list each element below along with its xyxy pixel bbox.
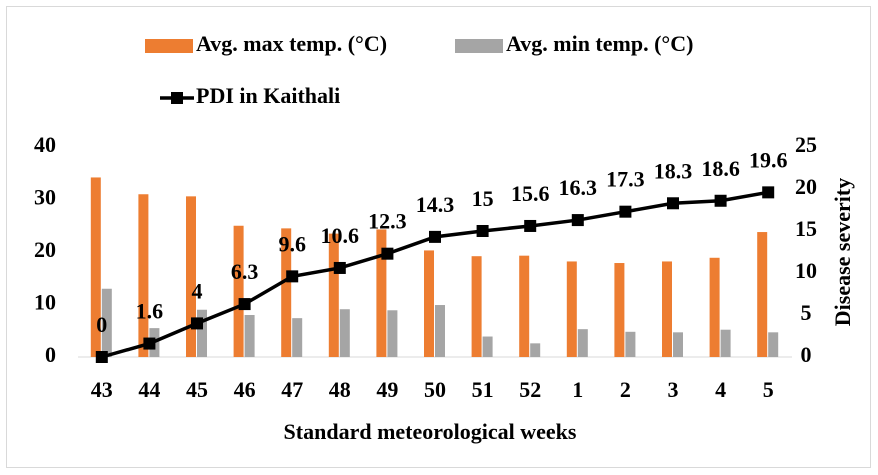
- bar: [435, 305, 445, 357]
- bar: [376, 229, 387, 357]
- bar: [90, 177, 101, 357]
- marker: [571, 214, 584, 227]
- marker: [476, 225, 489, 237]
- y-tick-label: 30: [34, 185, 56, 210]
- marker: [286, 270, 299, 283]
- x-tick-label: 2: [620, 377, 631, 402]
- bar: [519, 255, 530, 357]
- y-tick-label: 40: [34, 132, 56, 157]
- data-label: 16.3: [559, 175, 598, 200]
- x-tick-label: 49: [376, 377, 398, 402]
- marker: [95, 351, 108, 363]
- y-tick-label: 20: [34, 237, 56, 262]
- marker: [714, 194, 727, 207]
- marker: [381, 247, 394, 260]
- data-label: 12.3: [368, 209, 407, 234]
- bar: [197, 309, 207, 357]
- marker: [143, 337, 156, 350]
- y2-tick-label: 20: [795, 174, 817, 199]
- bar: [614, 263, 625, 357]
- legend-label: Avg. max temp. (°C): [196, 31, 387, 56]
- data-label: 4: [192, 278, 203, 303]
- data-label: 6.3: [231, 259, 259, 284]
- x-tick-label: 3: [668, 377, 679, 402]
- bar: [662, 261, 672, 357]
- data-label: 17.3: [606, 167, 645, 192]
- data-label: 0: [96, 312, 107, 337]
- y2-tick-label: 15: [795, 216, 817, 241]
- marker: [429, 230, 441, 243]
- bar: [768, 332, 779, 357]
- data-label: 15: [472, 186, 494, 211]
- marker: [238, 298, 251, 311]
- bar: [757, 232, 768, 357]
- y2-tick-label: 5: [801, 300, 812, 325]
- bar: [186, 196, 196, 357]
- y2-tick-label: 25: [795, 132, 817, 157]
- bar: [482, 336, 493, 357]
- x-axis-title: Standard meteorological weeks: [284, 419, 577, 444]
- marker: [333, 261, 346, 274]
- legend-label: PDI in Kaithali: [196, 83, 340, 108]
- data-label: 9.6: [278, 231, 306, 256]
- bar: [673, 332, 683, 357]
- x-tick-label: 44: [138, 377, 160, 402]
- legend-marker: [171, 92, 183, 104]
- data-label: 14.3: [416, 192, 455, 217]
- x-tick-label: 5: [763, 377, 774, 402]
- bar: [339, 309, 350, 357]
- y2-tick-label: 0: [801, 342, 812, 367]
- bar: [138, 194, 149, 357]
- x-tick-label: 48: [329, 377, 351, 402]
- x-tick-label: 45: [186, 377, 208, 402]
- y2-axis-title: Disease severity: [830, 178, 855, 326]
- bar: [709, 257, 720, 357]
- legend-label: Avg. min temp. (°C): [506, 31, 693, 56]
- bar: [233, 225, 244, 357]
- bar: [244, 315, 255, 357]
- y-tick-label: 0: [45, 342, 56, 367]
- data-label: 18.6: [701, 156, 740, 181]
- x-tick-label: 52: [519, 377, 541, 402]
- bar: [281, 228, 292, 357]
- bar: [387, 310, 398, 357]
- x-tick-label: 1: [572, 377, 583, 402]
- bar: [424, 250, 434, 357]
- data-label: 19.6: [749, 147, 788, 172]
- data-label: 10.6: [321, 223, 360, 248]
- marker: [762, 186, 775, 199]
- bar: [566, 261, 577, 357]
- x-tick-label: 47: [281, 377, 303, 402]
- bar: [625, 331, 636, 357]
- y2-tick-label: 10: [795, 258, 817, 283]
- marker: [191, 317, 203, 330]
- bar: [471, 256, 482, 357]
- x-tick-label: 4: [715, 377, 726, 402]
- marker: [524, 219, 537, 232]
- bar: [577, 329, 588, 357]
- bar: [101, 288, 112, 357]
- x-tick-label: 46: [234, 377, 256, 402]
- data-label: 18.3: [654, 158, 693, 183]
- x-tick-label: 50: [424, 377, 446, 402]
- marker: [619, 205, 632, 218]
- bar: [720, 329, 731, 357]
- x-tick-label: 43: [91, 377, 113, 402]
- legend-swatch: [145, 39, 193, 53]
- data-label: 1.6: [136, 299, 164, 324]
- bar: [530, 343, 541, 357]
- x-tick-label: 51: [472, 377, 494, 402]
- bar: [328, 233, 339, 357]
- y-tick-label: 10: [34, 290, 56, 315]
- marker: [667, 197, 679, 210]
- data-label: 15.6: [511, 181, 550, 206]
- bar: [292, 318, 303, 357]
- legend-swatch: [455, 39, 503, 53]
